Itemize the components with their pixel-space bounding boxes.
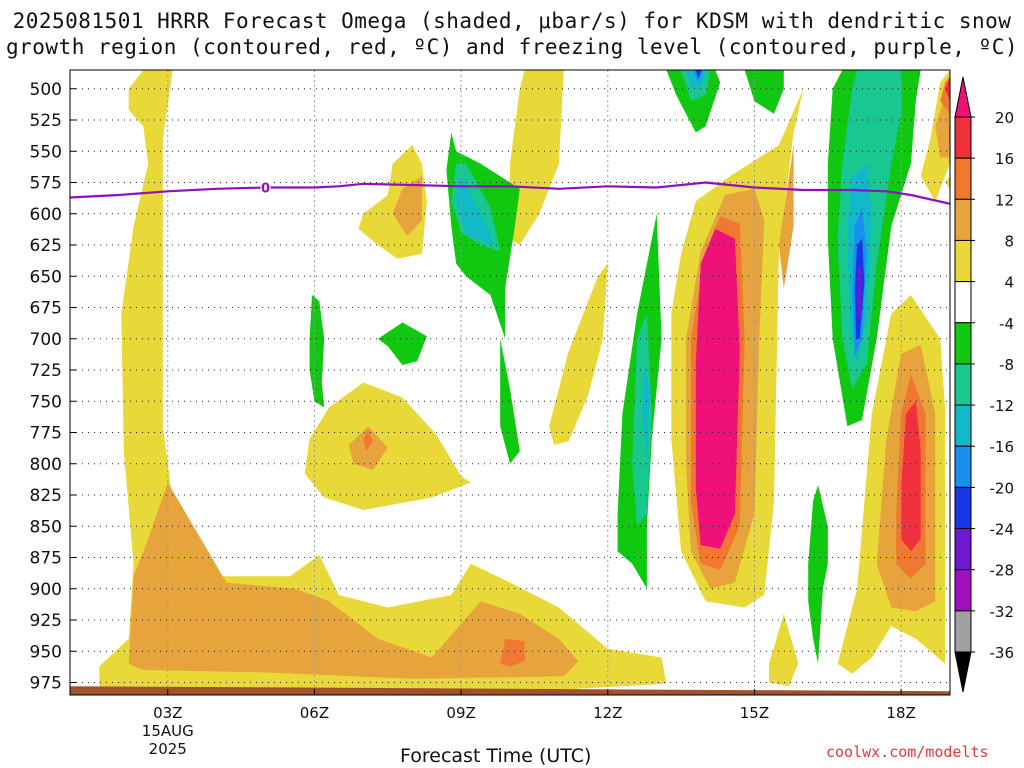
omega-region-18 bbox=[363, 430, 374, 452]
colorbar-top-arrow bbox=[954, 76, 972, 118]
x-tick-label: 03Z bbox=[153, 704, 182, 722]
colorbar-label: 4 bbox=[1004, 274, 1014, 292]
y-tick-label: 775 bbox=[30, 424, 62, 444]
colorbar-label: -24 bbox=[990, 521, 1015, 539]
omega-region-46 bbox=[857, 263, 861, 320]
omega-region-10 bbox=[128, 482, 579, 679]
ground-surface bbox=[70, 686, 950, 695]
y-tick-label: 825 bbox=[30, 486, 62, 506]
colorbar-band bbox=[954, 445, 972, 488]
y-tick-label: 850 bbox=[30, 517, 62, 537]
colorbar-bottom-arrow bbox=[954, 651, 972, 693]
colorbar-band bbox=[954, 404, 972, 447]
plot-frame bbox=[69, 69, 951, 696]
omega-region-14 bbox=[778, 145, 794, 289]
colorbar-label: -12 bbox=[990, 397, 1015, 415]
y-tick-label: 925 bbox=[30, 611, 62, 631]
colorbar-label: -36 bbox=[990, 644, 1015, 662]
x-tick-sublabel: 15AUG bbox=[142, 722, 194, 740]
y-tick-label: 800 bbox=[30, 455, 62, 475]
freezing-level-line bbox=[70, 181, 950, 205]
colorbar-label: 12 bbox=[995, 191, 1014, 209]
x-tick-label: 09Z bbox=[446, 704, 475, 722]
y-tick-label: 700 bbox=[30, 330, 62, 350]
x-axis-label: Forecast Time (UTC) bbox=[400, 745, 592, 767]
y-tick-label: 750 bbox=[30, 392, 62, 412]
colorbar: 20 16 12 8 4 -4 -8 -12 -16 -20 -24 -28 -32 -36 bbox=[954, 76, 1015, 693]
colorbar-label: 20 bbox=[995, 109, 1014, 127]
omega-region-32 bbox=[744, 70, 784, 114]
chart-title-line-2: growth region (contoured, red, ºC) and f… bbox=[5, 35, 1019, 59]
y-tick-label: 600 bbox=[30, 205, 62, 225]
omega-region-17 bbox=[500, 638, 525, 667]
y-tick-label: 725 bbox=[30, 361, 62, 381]
omega-region-22 bbox=[901, 401, 921, 552]
omega-region-12 bbox=[348, 426, 388, 470]
colorbar-label: -16 bbox=[990, 438, 1015, 456]
colorbar-label: -20 bbox=[990, 479, 1015, 497]
credit-text: coolwx.com/modelts bbox=[826, 743, 989, 761]
colorbar-band bbox=[954, 528, 972, 571]
omega-region-6 bbox=[769, 613, 799, 687]
y-tick-label: 950 bbox=[30, 642, 62, 662]
omega-region-3 bbox=[510, 70, 564, 245]
colorbar-band bbox=[954, 363, 972, 406]
grid bbox=[70, 70, 950, 695]
omega-region-44 bbox=[695, 70, 702, 79]
omega-region-38 bbox=[456, 176, 496, 245]
colorbar-band bbox=[954, 157, 972, 200]
y-tick-label: 975 bbox=[30, 674, 62, 694]
colorbar-band bbox=[954, 322, 972, 365]
omega-region-27 bbox=[500, 338, 520, 464]
colorbar-label: -32 bbox=[990, 603, 1015, 621]
omega-region-4 bbox=[549, 263, 608, 445]
ground-fill bbox=[70, 686, 950, 695]
colorbar-band bbox=[954, 569, 972, 612]
freezing-label-bg bbox=[260, 180, 271, 195]
x-tick-label: 15Z bbox=[740, 704, 769, 722]
y-tick-label: 525 bbox=[30, 111, 62, 131]
x-tick-label: 06Z bbox=[300, 704, 329, 722]
y-tick-label: 550 bbox=[30, 142, 62, 162]
colorbar-label: 8 bbox=[1004, 232, 1014, 250]
omega-region-30 bbox=[808, 485, 828, 664]
colorbar-label: 16 bbox=[995, 150, 1014, 168]
y-tick-label: 500 bbox=[30, 80, 62, 100]
omega-region-11 bbox=[392, 176, 422, 237]
colorbar-label: -8 bbox=[999, 356, 1014, 374]
omega-shading bbox=[99, 70, 950, 695]
freezing-level-label: 0 bbox=[261, 182, 270, 197]
y-tick-label: 875 bbox=[30, 549, 62, 569]
x-tick-label: 18Z bbox=[886, 704, 915, 722]
colorbar-band bbox=[954, 239, 972, 283]
x-tick-label: 12Z bbox=[593, 704, 622, 722]
colorbar-band bbox=[954, 116, 972, 159]
colorbar-label: -28 bbox=[990, 562, 1015, 580]
colorbar-label: -4 bbox=[999, 315, 1014, 333]
y-tick-label: 675 bbox=[30, 299, 62, 319]
colorbar-band bbox=[954, 281, 972, 324]
omega-region-35 bbox=[632, 313, 652, 527]
omega-region-28 bbox=[378, 322, 427, 365]
colorbar-band bbox=[954, 486, 972, 530]
y-tick-label: 575 bbox=[30, 174, 62, 194]
omega-region-24 bbox=[695, 228, 740, 549]
colorbar-band bbox=[954, 198, 972, 241]
omega-region-25 bbox=[309, 295, 325, 408]
y-tick-label: 625 bbox=[30, 236, 62, 256]
y-tick-label: 900 bbox=[30, 580, 62, 600]
colorbar-band bbox=[954, 610, 972, 653]
y-axis: 500 525 550 575 600 625 650 675 700 725 750 775 800 8… bbox=[30, 80, 76, 694]
omega-region-2 bbox=[304, 382, 471, 510]
y-tick-label: 650 bbox=[30, 267, 62, 287]
omega-region-39 bbox=[642, 363, 650, 464]
omega-region-9 bbox=[945, 176, 950, 189]
omega-region-23 bbox=[945, 76, 950, 102]
x-tick-sublabel: 2025 bbox=[149, 740, 187, 758]
chart-title-line-1: 2025081501 HRRR Forecast Omega (shaded, … bbox=[12, 9, 1012, 33]
freezing-level-contour: 0 bbox=[70, 180, 950, 205]
